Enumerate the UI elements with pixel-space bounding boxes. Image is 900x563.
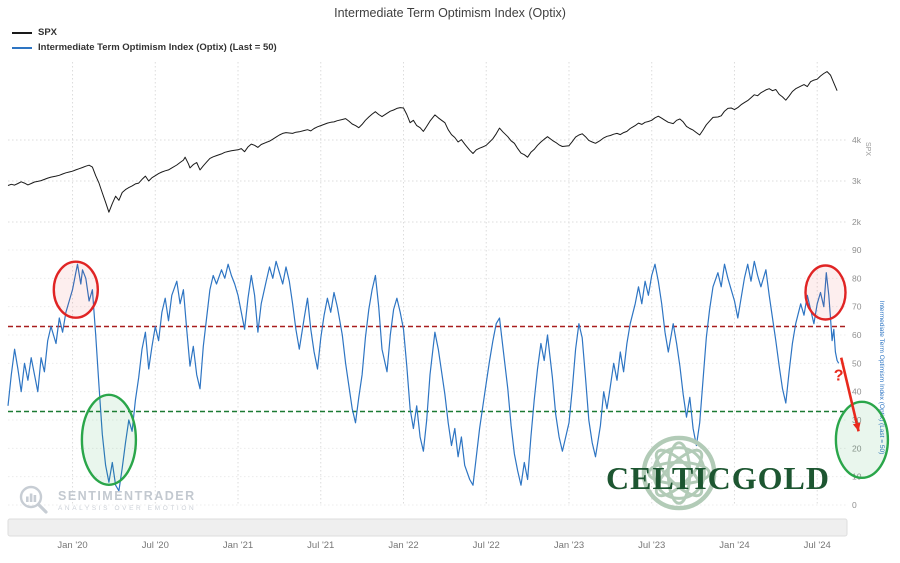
optix-axis-title: Intermediate Term Optimism Index (Optix)… <box>878 301 885 455</box>
optix-tick-label: 50 <box>852 358 862 368</box>
x-tick-label: Jan '24 <box>719 540 749 551</box>
pessimism-trough-2020-ellipse <box>80 393 138 486</box>
forecast-arrow <box>839 357 860 432</box>
legend-label-optix: Intermediate Term Optimism Index (Optix)… <box>38 42 277 53</box>
optix-line <box>7 260 840 492</box>
x-tick-label: Jan '22 <box>388 540 418 551</box>
x-tick-label: Jul '24 <box>804 540 831 551</box>
optix-tick-label: 70 <box>852 302 862 312</box>
optimism-peak-2024-ellipse <box>804 264 847 321</box>
spx-tick-label: 4k <box>852 135 862 145</box>
legend: SPX Intermediate Term Optimism Index (Op… <box>12 27 277 57</box>
optix-tick-label: 60 <box>852 330 862 340</box>
range-slider[interactable] <box>7 518 848 537</box>
x-tick-label: Jul '22 <box>473 540 500 551</box>
optix-tick-label: 80 <box>852 273 862 283</box>
optix-tick-label: 90 <box>852 245 862 255</box>
legend-label-spx: SPX <box>38 27 58 38</box>
optix-tick-label: 40 <box>852 387 862 397</box>
magnifier-chart-icon <box>19 485 48 514</box>
x-tick-label: Jul '20 <box>142 540 169 551</box>
optimism-peak-2020-ellipse <box>52 260 100 319</box>
forecast-arrowhead <box>852 422 861 432</box>
projected-pessimism-2024-ellipse <box>834 400 890 479</box>
x-tick-label: Jul '23 <box>638 540 665 551</box>
spx-axis-title: SPX <box>864 142 871 156</box>
optix-tick-label: 0 <box>852 500 857 510</box>
spx-line-swatch <box>12 31 32 34</box>
legend-item-spx[interactable]: SPX <box>12 27 277 38</box>
legend-item-optix[interactable]: Intermediate Term Optimism Index (Optix)… <box>12 42 277 53</box>
optix-tick-label: 20 <box>852 443 862 453</box>
watermark-tagline: Analysis over Emotion <box>58 504 197 512</box>
x-tick-label: Jul '21 <box>307 540 334 551</box>
celtic-knot-icon <box>641 435 717 511</box>
x-tick-label: Jan '23 <box>554 540 584 551</box>
watermark-text: SENTIMENTRADER Analysis over Emotion <box>58 489 196 512</box>
question-mark-annotation: ? <box>834 367 844 384</box>
celticgold-text: CELTICGOLD <box>606 460 830 496</box>
chart-title: Intermediate Term Optimism Index (Optix) <box>334 6 566 20</box>
x-tick-label: Jan '20 <box>57 540 87 551</box>
spx-line <box>7 71 838 213</box>
watermark-brand: SENTIMENTRADER <box>58 488 196 503</box>
spx-tick-label: 2k <box>852 217 862 227</box>
x-tick-label: Jan '21 <box>223 540 253 551</box>
sentimentrader-watermark: SENTIMENTRADER Analysis over Emotion <box>18 484 196 516</box>
optix-line-swatch <box>12 46 32 49</box>
spx-tick-label: 3k <box>852 176 862 186</box>
celticgold-logo: CELTICGOLD <box>606 432 862 524</box>
